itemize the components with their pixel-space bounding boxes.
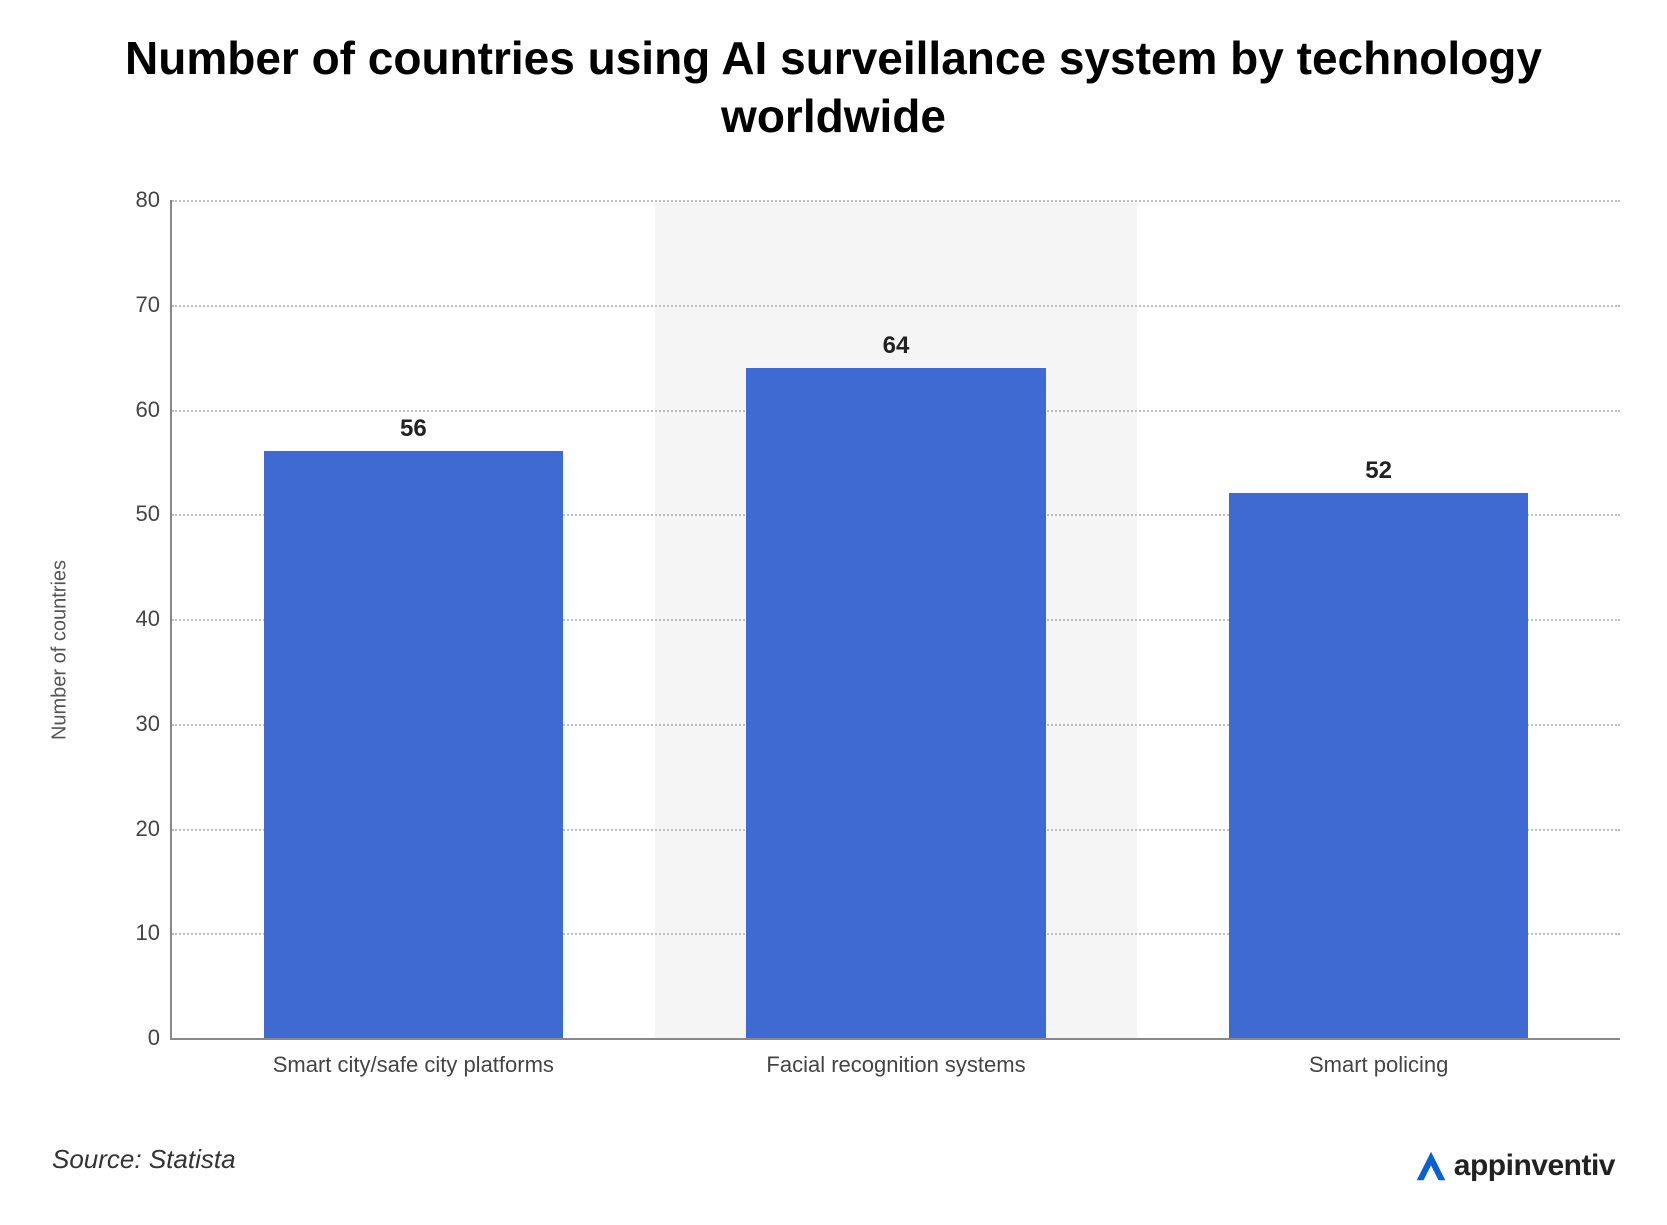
chart-title: Number of countries using AI surveillanc… xyxy=(0,0,1667,155)
y-tick-label: 70 xyxy=(136,292,172,318)
gridline xyxy=(172,200,1620,202)
brand-logo: appinventiv xyxy=(1414,1149,1615,1183)
logo-text: appinventiv xyxy=(1454,1149,1615,1183)
bar-value-label: 64 xyxy=(883,332,910,368)
y-tick-label: 30 xyxy=(136,711,172,737)
y-axis-label: Number of countries xyxy=(49,560,72,740)
source-attribution: Source: Statista xyxy=(52,1144,236,1175)
x-tick-label: Facial recognition systems xyxy=(766,1038,1025,1078)
plot-area: 0102030405060708056Smart city/safe city … xyxy=(170,200,1620,1040)
chart-container: Number of countries 0102030405060708056S… xyxy=(100,200,1620,1100)
y-tick-label: 0 xyxy=(148,1025,172,1051)
bar-value-label: 56 xyxy=(400,415,427,451)
gridline xyxy=(172,305,1620,307)
y-tick-label: 10 xyxy=(136,920,172,946)
y-tick-label: 60 xyxy=(136,397,172,423)
bar: 64 xyxy=(746,368,1045,1038)
x-tick-label: Smart policing xyxy=(1309,1038,1448,1078)
bar-value-label: 52 xyxy=(1365,457,1392,493)
y-tick-label: 40 xyxy=(136,606,172,632)
y-tick-label: 80 xyxy=(136,187,172,213)
y-tick-label: 20 xyxy=(136,816,172,842)
bar: 56 xyxy=(264,451,563,1038)
bar: 52 xyxy=(1229,493,1528,1038)
y-tick-label: 50 xyxy=(136,501,172,527)
logo-mark-icon xyxy=(1414,1149,1448,1183)
x-tick-label: Smart city/safe city platforms xyxy=(273,1038,554,1078)
